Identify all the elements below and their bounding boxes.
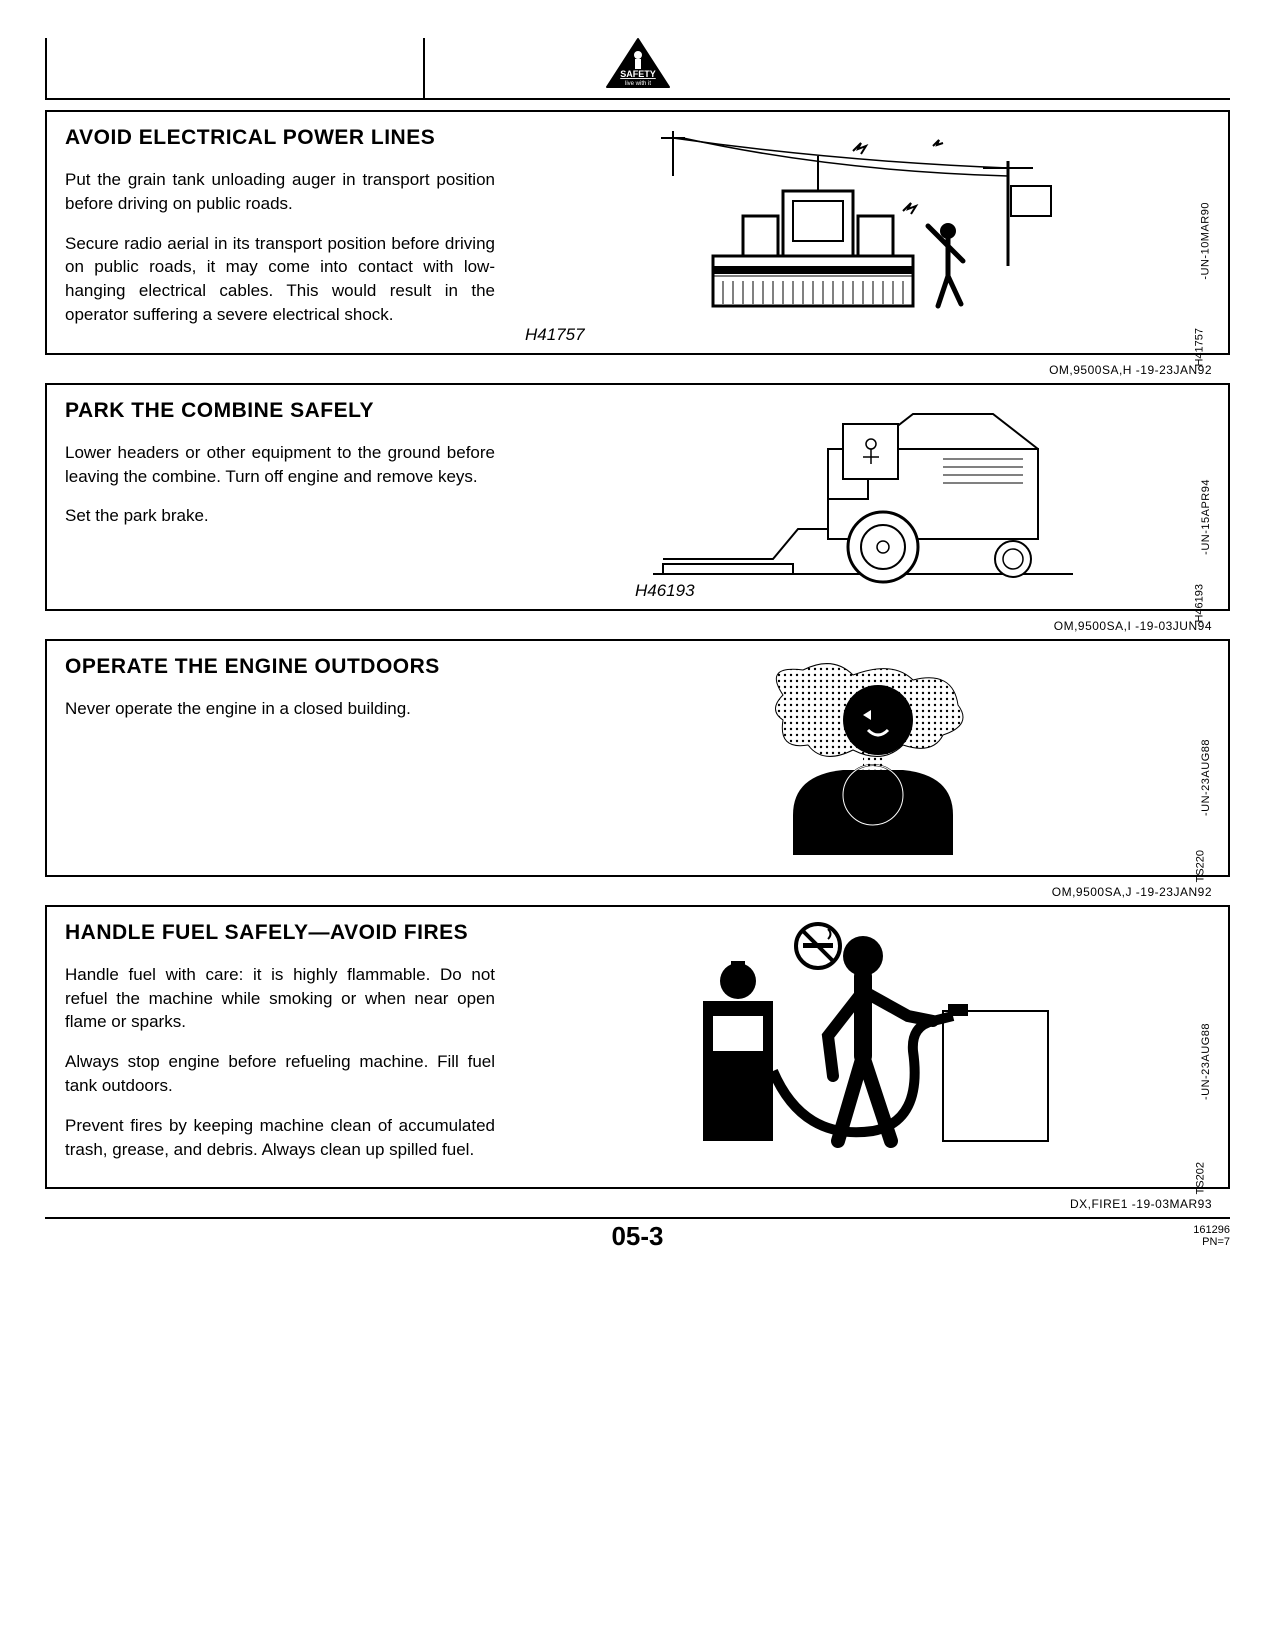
power-lines-illustration [653, 126, 1073, 336]
section-footer-ref: OM,9500SA,H -19-23JAN92 [45, 363, 1230, 377]
page-footer: 05-3 161296 PN=7 [45, 1217, 1230, 1277]
section-text: PARK THE COMBINE SAFELY Lower headers or… [65, 399, 495, 599]
section-illustration: -UN-23AUG88 TS220 [515, 655, 1210, 865]
side-label-date: -UN-15APR94 [1200, 479, 1212, 555]
footer-right-info: 161296 PN=7 [1193, 1224, 1230, 1248]
fuel-illustration [673, 921, 1053, 1151]
page-number: 05-3 [611, 1221, 663, 1252]
section-text: HANDLE FUEL SAFELY—AVOID FIRES Handle fu… [65, 921, 495, 1178]
section-body: Lower headers or other equipment to the … [65, 441, 495, 528]
side-label-date: -UN-23AUG88 [1200, 1023, 1212, 1100]
side-label-code: H46193 [1194, 584, 1206, 623]
header-left-box [45, 38, 425, 98]
park-combine-illustration [653, 399, 1073, 599]
paragraph: Set the park brake. [65, 504, 495, 528]
safety-logo: SAFETY live with it [603, 37, 673, 98]
section-title: OPERATE THE ENGINE OUTDOORS [65, 655, 495, 679]
section-avoid-power-lines: AVOID ELECTRICAL POWER LINES Put the gra… [45, 110, 1230, 355]
section-park-combine: PARK THE COMBINE SAFELY Lower headers or… [45, 383, 1230, 611]
section-body: Put the grain tank unloading auger in tr… [65, 168, 495, 327]
section-body: Never operate the engine in a closed bui… [65, 697, 495, 721]
paragraph: Never operate the engine in a closed bui… [65, 697, 495, 721]
side-label-code: TS220 [1194, 850, 1206, 882]
section-engine-outdoors: OPERATE THE ENGINE OUTDOORS Never operat… [45, 639, 1230, 877]
section-body: Handle fuel with care: it is highly flam… [65, 963, 495, 1162]
section-text: OPERATE THE ENGINE OUTDOORS Never operat… [65, 655, 495, 865]
paragraph: Secure radio aerial in its transport pos… [65, 232, 495, 327]
section-title: PARK THE COMBINE SAFELY [65, 399, 495, 423]
image-label: H41757 [525, 325, 585, 345]
paragraph: Lower headers or other equipment to the … [65, 441, 495, 489]
section-footer-ref: OM,9500SA,I -19-03JUN94 [45, 619, 1230, 633]
svg-text:live with it: live with it [624, 81, 650, 87]
section-footer-ref: DX,FIRE1 -19-03MAR93 [45, 1197, 1230, 1211]
page-container: SAFETY live with it AVOID ELECTRICAL POW… [0, 0, 1275, 1277]
exhaust-illustration [723, 655, 1003, 865]
doc-id: 161296 [1193, 1224, 1230, 1236]
section-title: AVOID ELECTRICAL POWER LINES [65, 126, 495, 150]
section-illustration: H41757 -UN-10MAR90 H41757 [515, 126, 1210, 343]
side-label-code: TS202 [1194, 1162, 1206, 1194]
svg-text:SAFETY: SAFETY [620, 69, 656, 79]
section-illustration: -UN-23AUG88 TS202 [515, 921, 1210, 1178]
section-text: AVOID ELECTRICAL POWER LINES Put the gra… [65, 126, 495, 343]
paragraph: Put the grain tank unloading auger in tr… [65, 168, 495, 216]
paragraph: Handle fuel with care: it is highly flam… [65, 963, 495, 1034]
section-handle-fuel: HANDLE FUEL SAFELY—AVOID FIRES Handle fu… [45, 905, 1230, 1190]
section-title: HANDLE FUEL SAFELY—AVOID FIRES [65, 921, 495, 945]
paragraph: Always stop engine before refueling mach… [65, 1050, 495, 1098]
pn-label: PN=7 [1193, 1236, 1230, 1248]
side-label-date: -UN-23AUG88 [1200, 739, 1212, 816]
side-label-code: H41757 [1194, 328, 1206, 367]
side-label-date: -UN-10MAR90 [1200, 202, 1212, 280]
section-illustration: H46193 -UN-15APR94 H46193 [515, 399, 1210, 599]
image-label: H46193 [635, 581, 695, 601]
header-bar: SAFETY live with it [45, 30, 1230, 100]
paragraph: Prevent fires by keeping machine clean o… [65, 1114, 495, 1162]
section-footer-ref: OM,9500SA,J -19-23JAN92 [45, 885, 1230, 899]
